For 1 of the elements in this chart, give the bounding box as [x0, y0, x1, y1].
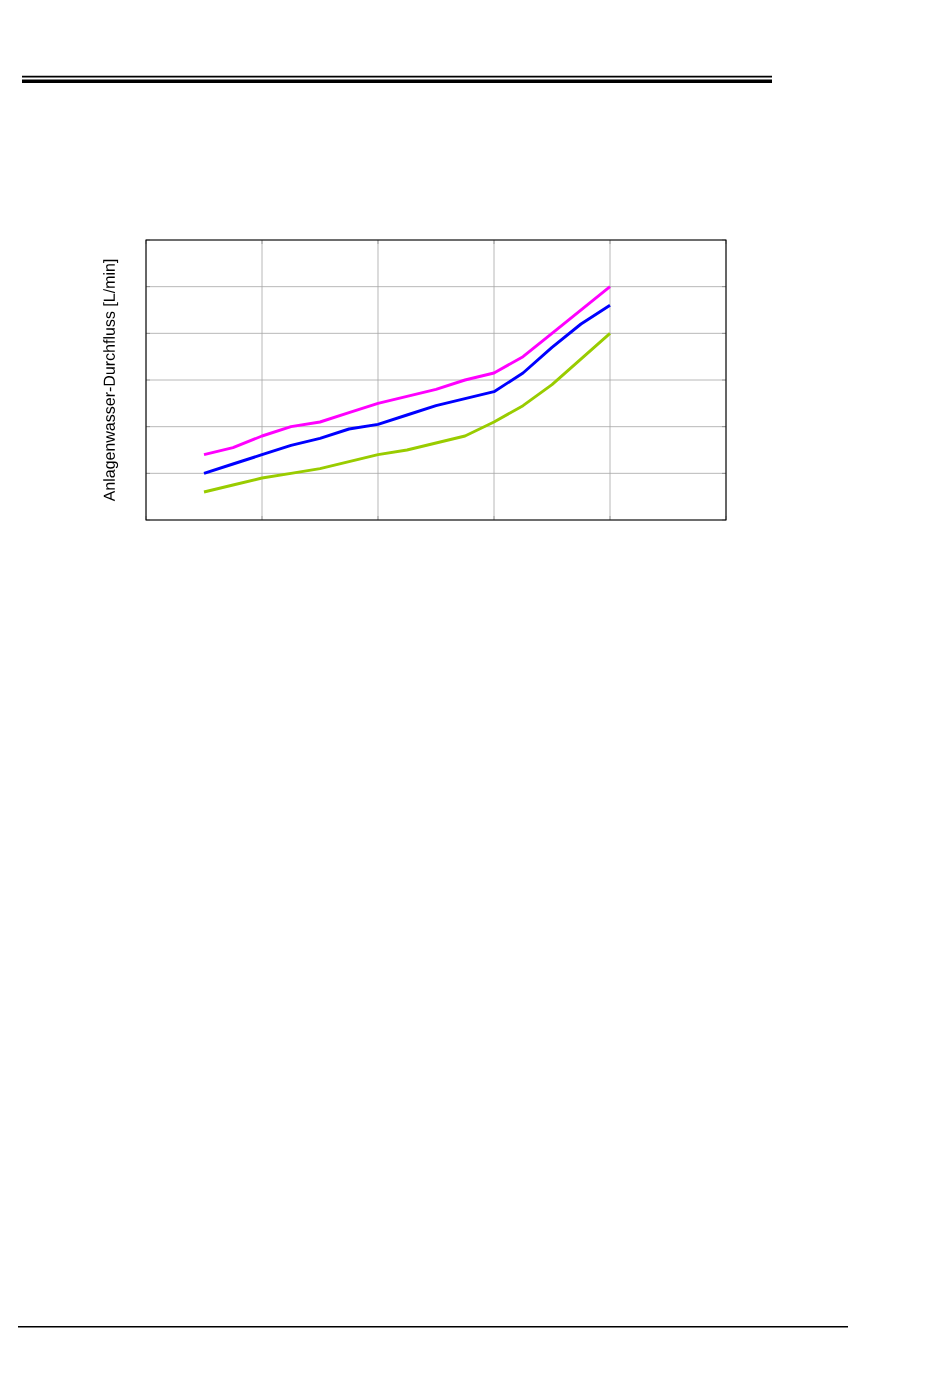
y-axis-title: Anlagenwasser-Durchfluss [L/min] — [103, 259, 119, 502]
